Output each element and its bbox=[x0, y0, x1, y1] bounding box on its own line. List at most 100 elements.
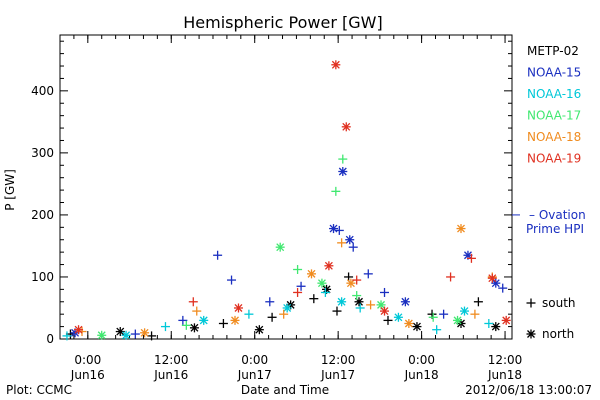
marker-stroke bbox=[491, 279, 500, 288]
x-tick-date-label: Jun18 bbox=[404, 368, 439, 382]
data-point bbox=[275, 242, 285, 252]
data-point bbox=[230, 315, 240, 325]
data-point bbox=[352, 291, 362, 301]
data-point bbox=[121, 330, 131, 340]
series-legend: METP-02 NOAA-15 NOAA-16 NOAA-17 NOAA-18 NOAA-… bbox=[527, 44, 581, 166]
marker-stroke bbox=[317, 279, 326, 288]
data-point bbox=[484, 318, 494, 328]
data-point bbox=[487, 273, 497, 283]
symbol-legend-label: south bbox=[542, 296, 576, 310]
y-axis-label: P [GW] bbox=[3, 169, 17, 211]
data-point bbox=[331, 60, 341, 70]
data-point bbox=[140, 328, 150, 338]
marker-stroke bbox=[331, 60, 340, 69]
data-point bbox=[380, 306, 390, 316]
data-point bbox=[491, 322, 501, 332]
ovation-label-line1: – Ovation bbox=[529, 208, 586, 222]
data-point bbox=[338, 154, 348, 164]
ovation-label-line2: Prime HPI bbox=[526, 222, 584, 236]
x-tick-time-label: 0:00 bbox=[241, 353, 268, 367]
data-point bbox=[348, 242, 358, 252]
data-point bbox=[352, 275, 362, 285]
data-point bbox=[470, 309, 480, 319]
marker-stroke bbox=[401, 297, 410, 306]
marker-stroke bbox=[404, 319, 413, 328]
marker-stroke bbox=[345, 235, 354, 244]
data-point bbox=[439, 309, 449, 319]
y-tick-label: 400 bbox=[31, 84, 54, 98]
x-tick-time-label: 0:00 bbox=[408, 353, 435, 367]
marker-stroke bbox=[488, 274, 497, 283]
data-point bbox=[341, 122, 351, 132]
data-point bbox=[466, 253, 476, 263]
marker-stroke bbox=[412, 322, 421, 331]
marker-stroke bbox=[457, 224, 465, 233]
data-point bbox=[279, 309, 289, 319]
marker-stroke bbox=[342, 122, 351, 131]
marker-stroke bbox=[338, 167, 347, 176]
marker-stroke bbox=[283, 304, 292, 312]
x-tick-date-label: Jun17 bbox=[320, 368, 355, 382]
legend-entry: NOAA-19 bbox=[527, 152, 581, 166]
marker-stroke bbox=[453, 316, 462, 325]
symbol-legend-label: north bbox=[542, 327, 574, 341]
data-point bbox=[498, 283, 508, 293]
data-point bbox=[354, 297, 364, 307]
marker-stroke bbox=[74, 325, 83, 334]
data-point bbox=[115, 327, 125, 337]
marker-stroke bbox=[116, 327, 125, 336]
marker-stroke bbox=[324, 261, 333, 270]
data-point bbox=[456, 224, 466, 234]
data-point bbox=[147, 331, 157, 341]
marker-stroke bbox=[329, 224, 338, 233]
data-point bbox=[317, 278, 327, 288]
marker-stroke bbox=[377, 300, 386, 309]
data-point bbox=[334, 225, 344, 235]
x-tick-date-label: Jun18 bbox=[487, 368, 522, 382]
marker-stroke bbox=[502, 316, 511, 325]
y-axis: 0 100 200 300 400 bbox=[31, 40, 512, 346]
marker-stroke bbox=[307, 269, 316, 278]
x-tick-time-label: 12:00 bbox=[154, 353, 189, 367]
marker-stroke bbox=[255, 325, 264, 334]
data-point bbox=[218, 318, 228, 328]
data-point bbox=[227, 275, 237, 285]
data-point bbox=[366, 300, 376, 310]
data-point bbox=[331, 186, 341, 196]
marker-stroke bbox=[122, 331, 131, 340]
marker-stroke bbox=[463, 251, 472, 260]
data-point bbox=[188, 297, 198, 307]
marker-stroke bbox=[337, 297, 346, 306]
data-point bbox=[393, 312, 403, 322]
data-point bbox=[178, 315, 188, 325]
data-point bbox=[446, 272, 456, 282]
data-point bbox=[432, 325, 442, 335]
data-point bbox=[97, 330, 107, 340]
footer-timestamp: 2012/06/18 13:00:07 bbox=[465, 383, 592, 397]
x-tick-date-label: Jun16 bbox=[153, 368, 188, 382]
x-tick-date-label: Jun17 bbox=[237, 368, 272, 382]
data-point bbox=[337, 238, 347, 248]
marker-stroke bbox=[234, 304, 243, 312]
marker-stroke bbox=[322, 285, 331, 294]
data-point bbox=[293, 287, 303, 297]
data-point bbox=[428, 312, 438, 322]
data-point bbox=[491, 278, 501, 288]
data-point bbox=[181, 320, 191, 330]
data-point bbox=[213, 250, 223, 260]
marker-stroke bbox=[380, 307, 389, 316]
data-point bbox=[130, 329, 140, 339]
marker-stroke bbox=[276, 243, 285, 252]
legend-entry: METP-02 bbox=[527, 44, 579, 58]
data-point bbox=[332, 306, 342, 316]
data-point bbox=[337, 297, 347, 307]
y-tick-label: 300 bbox=[31, 146, 54, 160]
data-points bbox=[62, 60, 511, 341]
data-point bbox=[267, 312, 277, 322]
y-tick-label: 0 bbox=[46, 332, 54, 346]
x-axis: 0:00Jun1612:00Jun160:00Jun1712:00Jun170:… bbox=[59, 35, 522, 382]
data-point bbox=[296, 281, 306, 291]
data-point bbox=[192, 306, 202, 316]
data-point bbox=[355, 303, 365, 313]
